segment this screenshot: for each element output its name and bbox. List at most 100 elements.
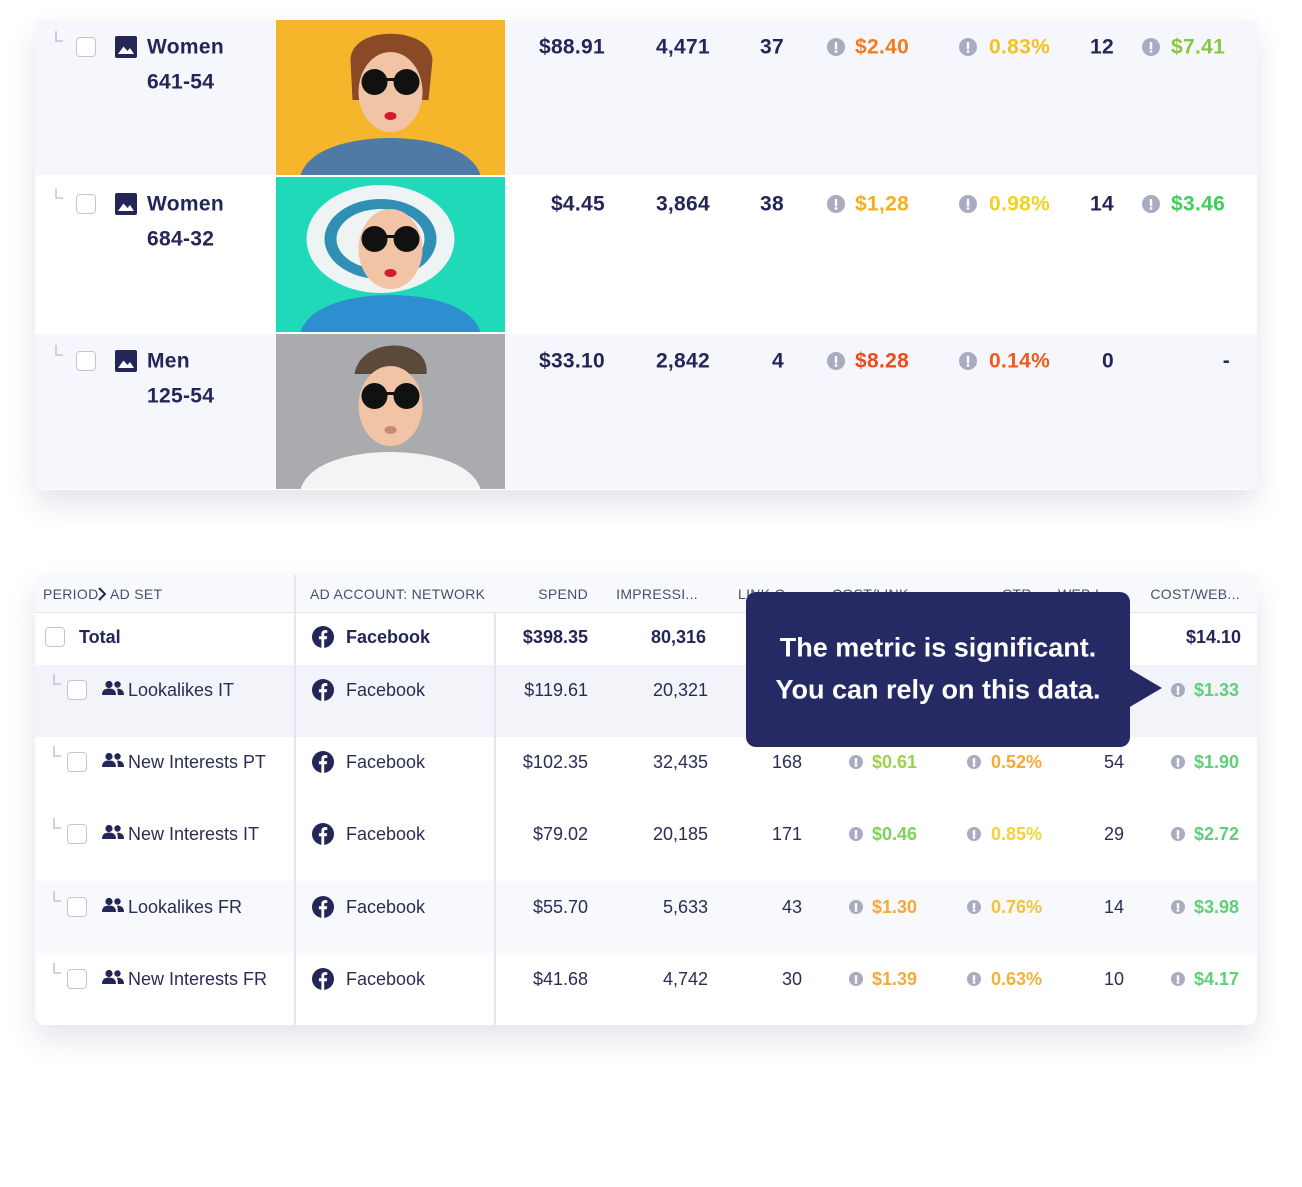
spend: $4.45 xyxy=(550,192,605,216)
row-bg xyxy=(35,881,1257,953)
info-icon xyxy=(959,195,977,213)
info-icon xyxy=(1171,972,1185,986)
network: Facebook xyxy=(346,627,431,647)
metric-value: $0.61 xyxy=(872,752,918,772)
metric-value: 0.14% xyxy=(989,349,1051,373)
ad-name: Women xyxy=(147,35,224,59)
info-icon xyxy=(1171,683,1185,697)
link-clicks: 30 xyxy=(781,969,802,989)
spend: $55.70 xyxy=(532,897,588,917)
web-conversions: 54 xyxy=(1103,752,1124,772)
info-icon xyxy=(1171,900,1185,914)
ad-photo xyxy=(276,334,505,489)
column-header: AD ACCOUNT: NETWORK xyxy=(310,586,486,602)
network: Facebook xyxy=(346,680,426,700)
adset-name: Lookalikes FR xyxy=(128,897,243,917)
metric-value: 0.98% xyxy=(989,192,1051,216)
row-bg xyxy=(35,334,1257,489)
tree-branch xyxy=(53,818,61,829)
column-header: AD SET xyxy=(110,586,163,602)
column-divider xyxy=(494,612,496,1025)
network: Facebook xyxy=(346,969,426,989)
spend: $398.35 xyxy=(522,627,588,647)
spend: $102.35 xyxy=(522,752,588,772)
checkbox[interactable] xyxy=(76,37,96,57)
impressions: 32,435 xyxy=(652,752,708,772)
tree-branch xyxy=(53,963,61,974)
spend: $41.68 xyxy=(532,969,588,989)
metric-value: $14.10 xyxy=(1185,627,1241,647)
facebook-icon xyxy=(312,968,334,990)
info-icon xyxy=(1171,827,1185,841)
metric-value: $2.72 xyxy=(1194,824,1240,844)
impressions: 80,316 xyxy=(650,627,706,647)
spend: $88.91 xyxy=(538,35,605,59)
info-icon xyxy=(959,352,977,370)
impressions: 20,321 xyxy=(652,680,708,700)
link-clicks: 168 xyxy=(771,752,802,772)
checkbox[interactable] xyxy=(67,897,87,917)
column-header: SPEND xyxy=(538,586,588,602)
facebook-icon xyxy=(312,823,334,845)
metric-value: 0.85% xyxy=(991,824,1043,844)
header-line xyxy=(35,612,1257,613)
link-clicks: 4 xyxy=(772,349,784,373)
link-clicks: 171 xyxy=(771,824,802,844)
adset-name: Lookalikes IT xyxy=(128,680,235,700)
checkbox[interactable] xyxy=(76,351,96,371)
facebook-icon xyxy=(312,751,334,773)
metric-value: $1.90 xyxy=(1194,752,1240,772)
audience-icon xyxy=(102,969,124,984)
link-clicks: 38 xyxy=(760,192,784,216)
tree-branch xyxy=(55,345,63,356)
ad-code: 641-54 xyxy=(147,70,215,94)
checkbox[interactable] xyxy=(67,824,87,844)
image-icon xyxy=(115,350,137,372)
web-conversions: 29 xyxy=(1103,824,1124,844)
info-icon xyxy=(827,352,845,370)
metric-value: 0.52% xyxy=(991,752,1043,772)
info-icon xyxy=(827,195,845,213)
metric-value: $2.40 xyxy=(855,35,910,59)
impressions: 20,185 xyxy=(652,824,708,844)
impressions: 5,633 xyxy=(662,897,708,917)
info-icon xyxy=(1142,38,1160,56)
adset-name: New Interests IT xyxy=(128,824,260,844)
chevron xyxy=(98,587,107,601)
metric-value: $7.41 xyxy=(1171,35,1226,59)
impressions: 4,471 xyxy=(655,35,710,59)
tooltip-line: The metric is significant. xyxy=(779,632,1097,663)
info-icon xyxy=(967,900,981,914)
metric-value: $1,28 xyxy=(855,192,910,216)
metric-value: $4.17 xyxy=(1194,969,1240,989)
adset-name: Total xyxy=(79,627,121,647)
metric-value: $3.98 xyxy=(1194,897,1240,917)
web-conversions: 10 xyxy=(1103,969,1124,989)
audience-icon xyxy=(102,680,124,695)
ad-name: Women xyxy=(147,192,224,216)
ad-code: 684-32 xyxy=(147,227,215,251)
metric-value: $1.33 xyxy=(1194,680,1240,700)
ad-photo xyxy=(276,177,505,332)
info-icon xyxy=(827,38,845,56)
column-header: IMPRESSI... xyxy=(616,586,698,602)
metric-value: $0.46 xyxy=(872,824,918,844)
metric-value: 0.83% xyxy=(989,35,1051,59)
row-bg xyxy=(35,20,1257,175)
info-icon xyxy=(1171,755,1185,769)
checkbox[interactable] xyxy=(67,752,87,772)
checkbox[interactable] xyxy=(45,627,65,647)
checkbox[interactable] xyxy=(67,680,87,700)
checkbox[interactable] xyxy=(76,194,96,214)
spend: $119.61 xyxy=(524,680,588,700)
info-icon xyxy=(849,900,863,914)
spend: $33.10 xyxy=(538,349,605,373)
network: Facebook xyxy=(346,824,426,844)
web-conversions: 12 xyxy=(1090,35,1114,59)
checkbox[interactable] xyxy=(67,969,87,989)
tooltip-line: You can rely on this data. xyxy=(775,674,1101,705)
info-icon xyxy=(967,972,981,986)
facebook-icon xyxy=(312,626,334,648)
audience-icon xyxy=(102,824,124,839)
